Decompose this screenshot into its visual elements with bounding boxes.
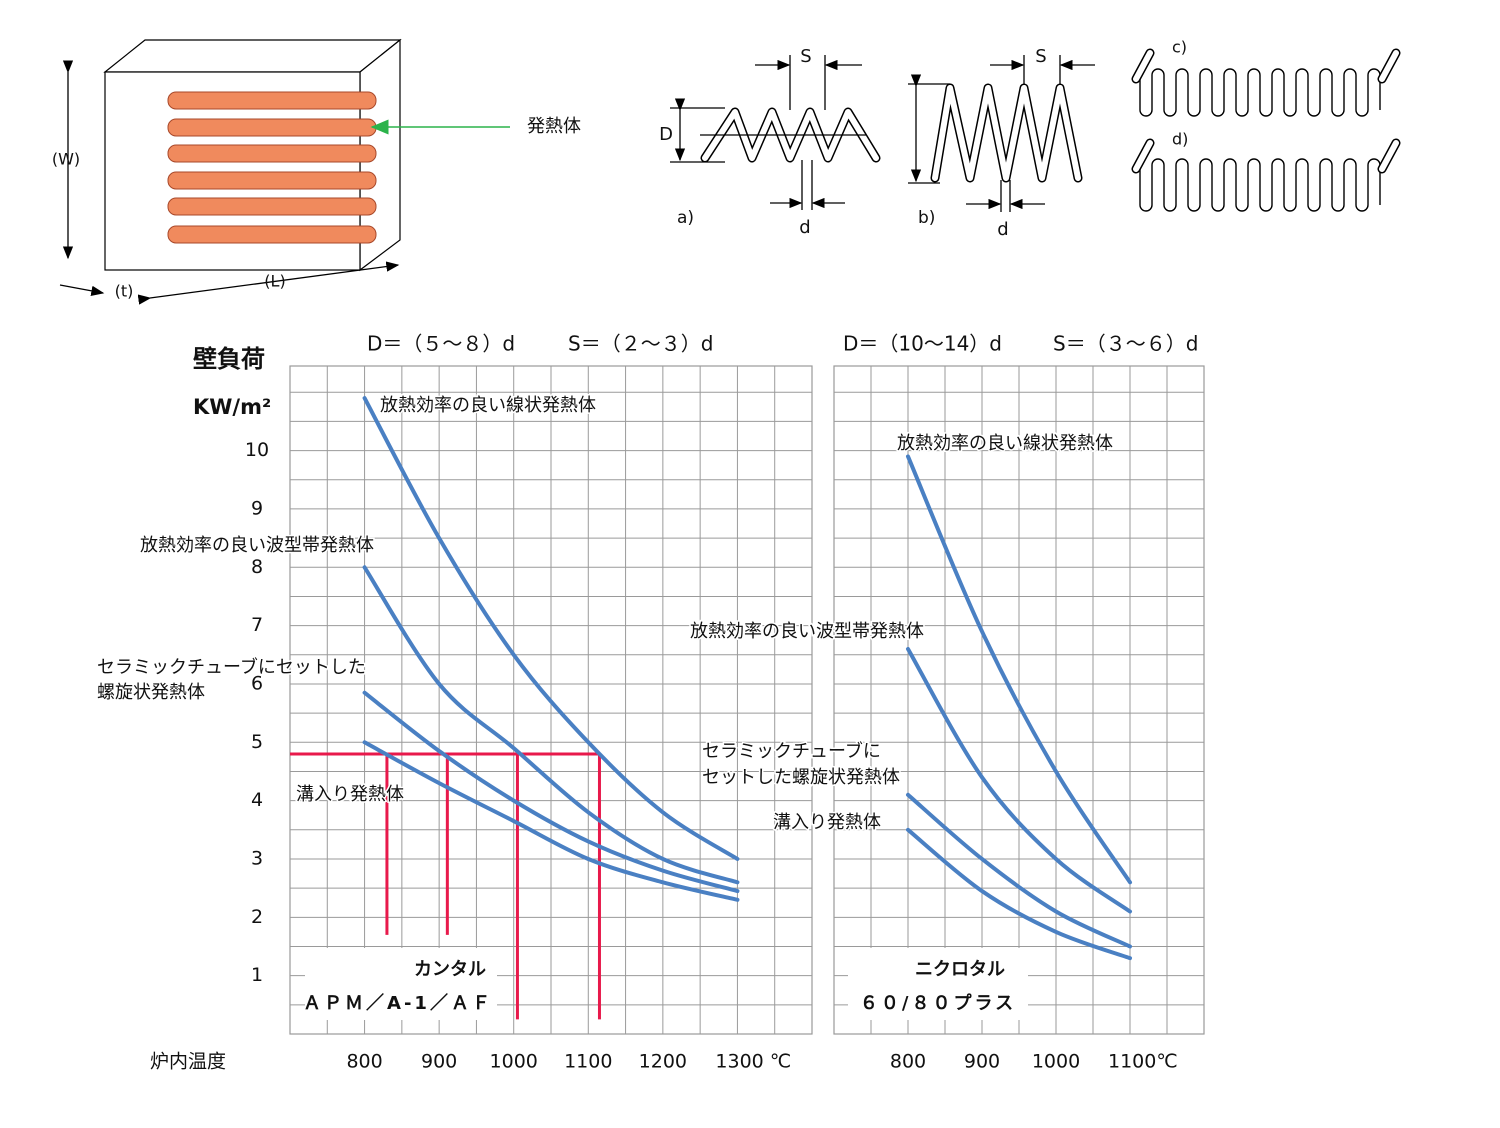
figure-label: a) — [677, 208, 694, 228]
dim-label: S — [1035, 46, 1046, 67]
y-axis-label: 壁負荷 — [193, 345, 265, 373]
series-label: 溝入り発熱体 — [773, 812, 881, 833]
y-tick-label: 5 — [251, 731, 263, 753]
wave-element — [1139, 158, 1381, 212]
material-label: ＡＰＭ／A-1／ＡＦ — [303, 993, 493, 1014]
x-axis-label: 炉内温度 — [150, 1051, 226, 1073]
dim-label: (t) — [115, 282, 134, 301]
heater-box-diagram: (W) (t) (L) 発熱体 — [52, 38, 581, 305]
wave-element — [1139, 68, 1381, 117]
chart: ニクロタル ６０/８０プラス D＝（10～14）d S＝（３～６）d 800 900 100… — [689, 332, 1205, 1073]
curve — [906, 827, 1132, 961]
wave-pin — [1133, 140, 1153, 172]
series-label: 放熱効率の良い波型帯発熱体 — [140, 535, 374, 556]
x-tick-label: 1300 ℃ — [715, 1051, 791, 1073]
curve — [906, 646, 1132, 914]
curve — [906, 454, 1132, 885]
plot-frame — [833, 365, 1205, 1035]
y-tick-label: 3 — [251, 847, 263, 869]
wave-pin — [1379, 50, 1399, 82]
y-tick-label: 1 — [251, 964, 263, 986]
curve — [362, 396, 740, 861]
material-label: カンタル — [414, 959, 486, 980]
y-tick-label: 4 — [251, 789, 263, 811]
y-tick-label: 7 — [251, 614, 263, 636]
series-label: 放熱効率の良い線状発熱体 — [897, 433, 1113, 454]
heater-label: 発熱体 — [527, 116, 581, 137]
x-tick-label: 1100 — [564, 1051, 612, 1073]
y-tick-label: 10 — [245, 439, 269, 461]
dim-label: D — [659, 124, 673, 145]
series-label: 放熱効率の良い線状発熱体 — [380, 395, 596, 416]
plot-frame — [289, 365, 813, 1035]
y-axis-label: KW/m² — [193, 395, 271, 419]
wave-pin — [1379, 140, 1399, 172]
series-label: セットした螺旋状発熱体 — [702, 767, 900, 788]
y-tick-label: 2 — [251, 906, 263, 928]
series-label: セラミックチューブにセットした — [97, 656, 366, 678]
wave-diagrams: c) d) — [1131, 38, 1401, 212]
curve — [362, 740, 740, 902]
x-tick-label: 800 — [346, 1051, 382, 1073]
curve — [362, 690, 740, 894]
chart-header: S＝（２～３）d — [568, 332, 713, 356]
x-tick-label: 800 — [890, 1051, 926, 1073]
material-box — [848, 948, 1028, 1020]
series-label: 螺旋状発熱体 — [97, 682, 205, 703]
x-tick-label: 1200 — [639, 1051, 687, 1073]
dim-label: d — [799, 217, 810, 238]
dim-label: d — [997, 219, 1008, 240]
chart: カンタル ＡＰＭ／A-1／ＡＦ D＝（５～８）d S＝（２～３）d 800 900 1000… — [96, 332, 813, 1073]
material-label: ６０/８０プラス — [860, 992, 1016, 1014]
curve — [906, 792, 1132, 949]
y-tick-label: 8 — [251, 556, 263, 578]
dim-label: S — [800, 46, 811, 67]
figure-label: d) — [1172, 130, 1188, 149]
series-label: セラミックチューブに — [702, 740, 881, 762]
y-tick-label: 9 — [251, 497, 263, 519]
series-label: 放熱効率の良い波型帯発熱体 — [690, 621, 924, 642]
coil-a-diagram: S D d a) — [659, 46, 881, 238]
material-label: ニクロタル — [915, 959, 1005, 980]
x-tick-label: 900 — [964, 1051, 1000, 1073]
curve — [362, 565, 740, 885]
figure-label: b) — [918, 208, 935, 228]
figure-label: c) — [1172, 38, 1187, 57]
x-tick-label: 1000 — [490, 1051, 538, 1073]
chart-header: S＝（３～６）d — [1053, 332, 1198, 356]
series-label: 溝入り発熱体 — [296, 784, 404, 805]
x-tick-label: 1000 — [1032, 1051, 1080, 1073]
x-tick-label: 900 — [421, 1051, 457, 1073]
x-tick-label: 1100℃ — [1108, 1051, 1178, 1073]
y-tick-label: 6 — [251, 672, 263, 694]
chart-header: D＝（10～14）d — [843, 332, 1002, 356]
wave-pin — [1133, 50, 1153, 82]
material-box — [305, 948, 497, 1020]
dim-label: (W) — [52, 150, 80, 169]
dim-label: (L) — [264, 272, 285, 291]
chart-header: D＝（５～８）d — [367, 332, 515, 356]
coil-b-diagram: S d b) — [908, 46, 1095, 240]
